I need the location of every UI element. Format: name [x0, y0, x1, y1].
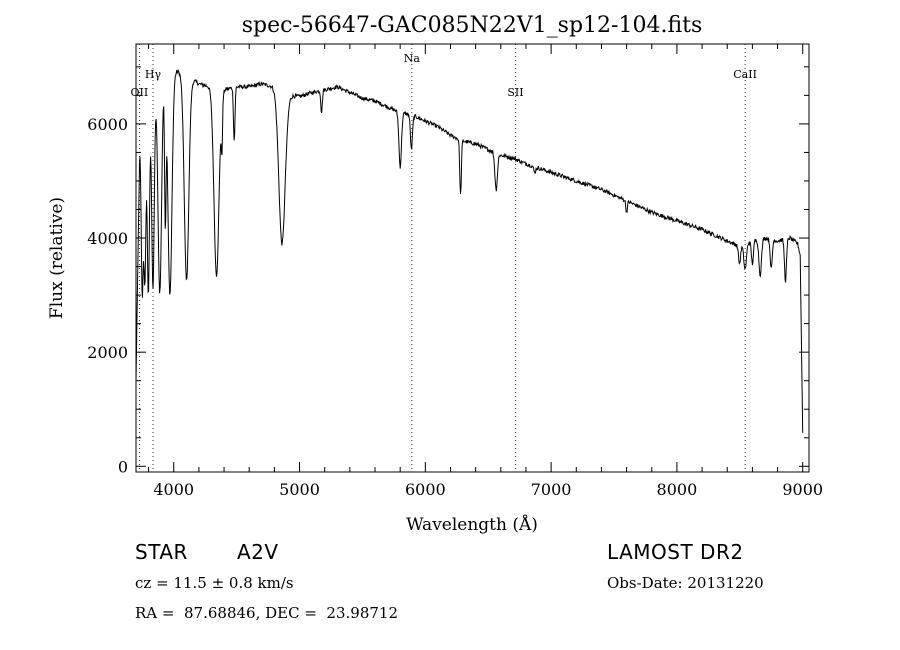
y-tick-label: 0 [118, 457, 128, 476]
redshift-value: cz = 11.5 ± 0.8 km/s [135, 574, 294, 592]
x-tick-label: 9000 [782, 480, 823, 499]
x-tick-label: 5000 [279, 480, 320, 499]
spectrum-line [135, 68, 804, 433]
x-tick-label: 7000 [531, 480, 572, 499]
axis-ticks: 4000 5000 6000 7000 8000 9000 0 2000 4000 6000 [87, 44, 823, 499]
y-tick-label: 2000 [87, 343, 128, 362]
spectral-line-label: Hγ [145, 68, 162, 81]
spectral-line-markers: OII Hγ Na SII CaII [131, 44, 757, 472]
object-subclass: A2V [237, 540, 279, 564]
spectral-line-label: SII [507, 86, 523, 99]
spectral-line-label: Na [404, 52, 421, 65]
chart-title: spec-56647-GAC085N22V1_sp12-104.fits [242, 13, 703, 38]
x-tick-label: 4000 [153, 480, 194, 499]
spectral-line-label: CaII [733, 68, 757, 81]
x-tick-label: 6000 [405, 480, 446, 499]
object-type: STAR [135, 540, 188, 564]
survey-name: LAMOST DR2 [607, 540, 744, 564]
x-axis-label: Wavelength (Å) [406, 514, 538, 535]
observation-date: Obs-Date: 20131220 [607, 574, 764, 592]
plot-frame [135, 43, 810, 473]
y-tick-label: 4000 [87, 229, 128, 248]
x-tick-label: 8000 [657, 480, 698, 499]
y-tick-label: 6000 [87, 115, 128, 134]
coordinates: RA = 87.68846, DEC = 23.98712 [135, 604, 399, 622]
y-axis-label: Flux (relative) [47, 197, 67, 319]
spectral-line-label: OII [131, 86, 149, 99]
